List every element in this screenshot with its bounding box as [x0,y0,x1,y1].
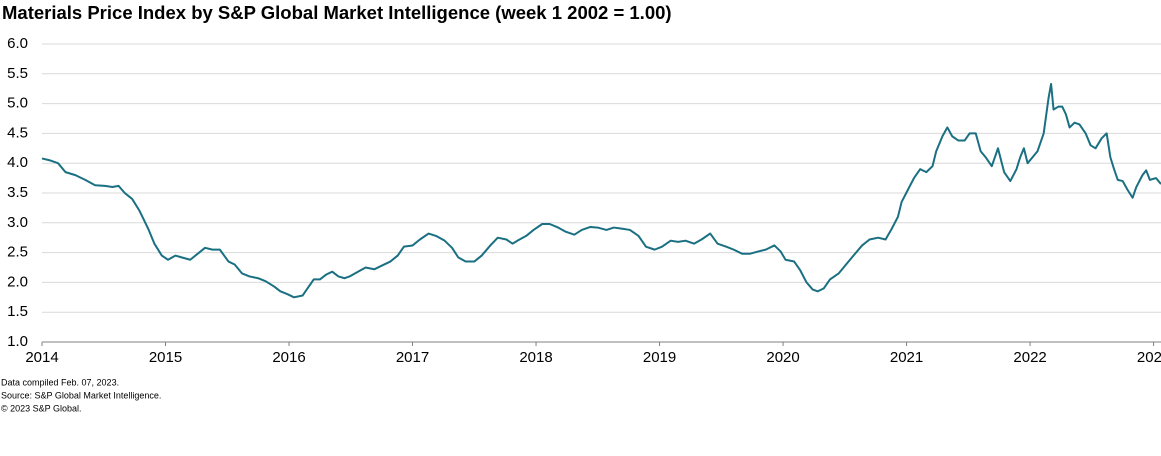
x-tick-label: 2018 [519,349,552,366]
x-tick-label: 2023 [1137,349,1161,366]
y-tick-label: 3.5 [7,184,28,201]
y-tick-label: 3.0 [7,214,28,231]
series-line [41,82,1161,299]
footnote: © 2023 S&P Global. [1,403,82,413]
y-tick-label: 1.5 [7,303,28,320]
y-tick-label: 6.0 [7,35,28,52]
x-tick-label: 2016 [272,349,305,366]
y-tick-label: 4.0 [7,154,28,171]
y-tick-label: 5.5 [7,65,28,82]
chart-title: Materials Price Index by S&P Global Mark… [2,2,672,23]
y-tick-label: 5.0 [7,95,28,112]
x-tick-label: 2017 [396,349,429,366]
x-tick-label: 2022 [1013,349,1046,366]
x-tick-label: 2015 [149,349,182,366]
y-tick-label: 2.0 [7,273,28,290]
footnote: Data compiled Feb. 07, 2023. [1,377,119,387]
y-tick-label: 2.5 [7,244,28,261]
x-tick-label: 2020 [766,349,799,366]
y-tick-label: 1.0 [7,333,28,350]
y-tick-label: 4.5 [7,124,28,141]
x-tick-label: 2014 [25,349,58,366]
x-tick-label: 2021 [890,349,923,366]
x-tick-label: 2019 [643,349,676,366]
footnote: Source: S&P Global Market Intelligence. [1,390,161,400]
